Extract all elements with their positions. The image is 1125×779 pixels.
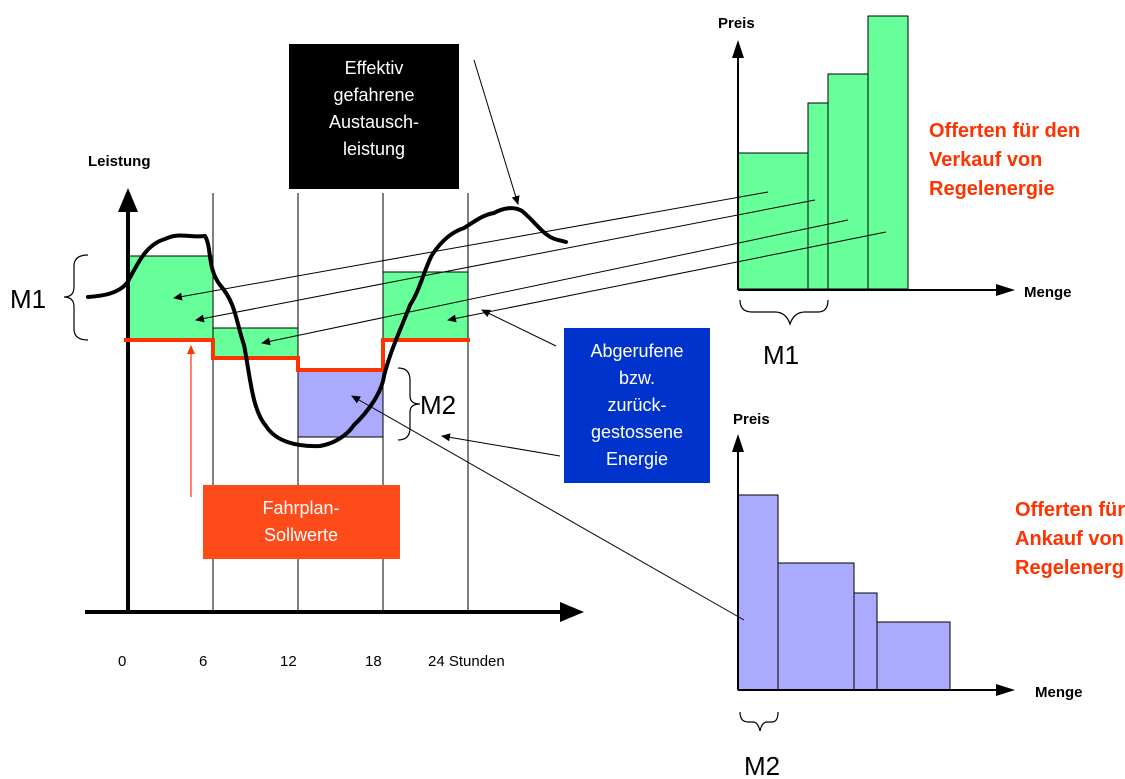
m1-block-6-12 [212, 327, 299, 359]
effective-line-1: Effektiv [345, 58, 404, 78]
m2-brace [397, 367, 421, 441]
m1-brace [63, 254, 89, 341]
y-axis-label: Leistung [88, 153, 151, 170]
schedule-setpoint-line [124, 338, 470, 372]
sell-m1-label: M1 [763, 340, 799, 370]
m1-label: M1 [10, 284, 46, 314]
buy-y-label: Preis [733, 411, 770, 428]
sell-m1-brace [739, 299, 829, 326]
buy-y-arrowhead [732, 434, 744, 452]
arrow-called-to-m1 [481, 309, 557, 347]
effective-line-3: Austausch- [329, 112, 419, 132]
sell-step-3 [827, 73, 869, 290]
x-tick-6: 6 [199, 653, 207, 670]
sell-title-line-3: Regelenergie [929, 178, 1055, 200]
effective-line-4: leistung [343, 139, 405, 159]
x-tick-0: 0 [118, 653, 126, 670]
effective-power-callout: Effektiv gefahrene Austausch- leistung [289, 44, 459, 189]
buy-title-line-2: Ankauf von [1015, 528, 1124, 550]
x-axis-arrowhead [560, 602, 584, 622]
buy-m2-brace [739, 711, 779, 732]
sell-x-arrowhead [996, 284, 1015, 296]
m2-label: M2 [420, 390, 456, 420]
x-tick-24: 24 Stunden [428, 653, 505, 670]
m1-block-0-6 [127, 255, 214, 341]
called-line-1: Abgerufene [590, 341, 683, 361]
sell-offer-chart: Preis Menge M1 Offerten für den Verkauf … [718, 15, 1080, 370]
arrow-sell-to-block-1 [173, 191, 769, 301]
buy-x-label: Menge [1035, 684, 1083, 701]
arrow-buy-to-block [351, 395, 745, 621]
called-line-2: bzw. [619, 368, 655, 388]
sell-step-1 [737, 152, 809, 290]
buy-step-3 [853, 592, 878, 691]
sell-title-line-1: Offerten für den [929, 120, 1080, 142]
sell-y-arrowhead [732, 40, 744, 58]
schedule-setpoint-callout: Fahrplan- Sollwerte [203, 485, 400, 559]
arrow-effective-to-curve [473, 59, 520, 205]
buy-step-2 [777, 562, 855, 691]
called-energy-callout: Abgerufene bzw. zurück- gestossene Energ… [564, 328, 710, 483]
called-line-4: gestossene [591, 422, 683, 442]
connector-arrows [173, 59, 887, 621]
buy-title-line-1: Offerten für den [1015, 499, 1125, 521]
arrow-called-to-m2 [441, 433, 561, 457]
buy-x-arrowhead [996, 684, 1015, 696]
sell-x-label: Menge [1024, 284, 1072, 301]
called-line-3: zurück- [607, 395, 666, 415]
x-tick-12: 12 [280, 653, 297, 670]
sell-title-line-2: Verkauf von [929, 149, 1042, 171]
buy-step-4 [876, 621, 951, 691]
called-line-5: Energie [606, 449, 668, 469]
buy-offer-chart: Preis Menge M2 Offerten für den Ankauf v… [732, 411, 1125, 779]
buy-step-1 [737, 494, 779, 691]
buy-title-line-3: Regelenergie [1015, 557, 1125, 579]
effective-line-2: gefahrene [333, 85, 414, 105]
sell-step-2 [807, 102, 829, 290]
load-chart: Leistung 0 6 12 18 24 Stunden M1 M2 [10, 153, 584, 670]
m1-block-18-24 [382, 271, 469, 341]
arrow-sell-to-block-4 [447, 231, 887, 323]
buy-m2-label: M2 [744, 751, 780, 779]
sell-y-label: Preis [718, 15, 755, 32]
m2-block-12-18 [297, 369, 384, 438]
schedule-line-2: Sollwerte [264, 525, 338, 545]
arrow-sell-to-block-2 [195, 199, 816, 323]
schedule-line-1: Fahrplan- [262, 498, 339, 518]
effective-power-curve [86, 206, 568, 449]
y-axis-arrowhead [118, 188, 138, 212]
arrow-sell-to-block-3 [261, 219, 849, 346]
sell-step-4 [867, 15, 909, 290]
x-tick-18: 18 [365, 653, 382, 670]
